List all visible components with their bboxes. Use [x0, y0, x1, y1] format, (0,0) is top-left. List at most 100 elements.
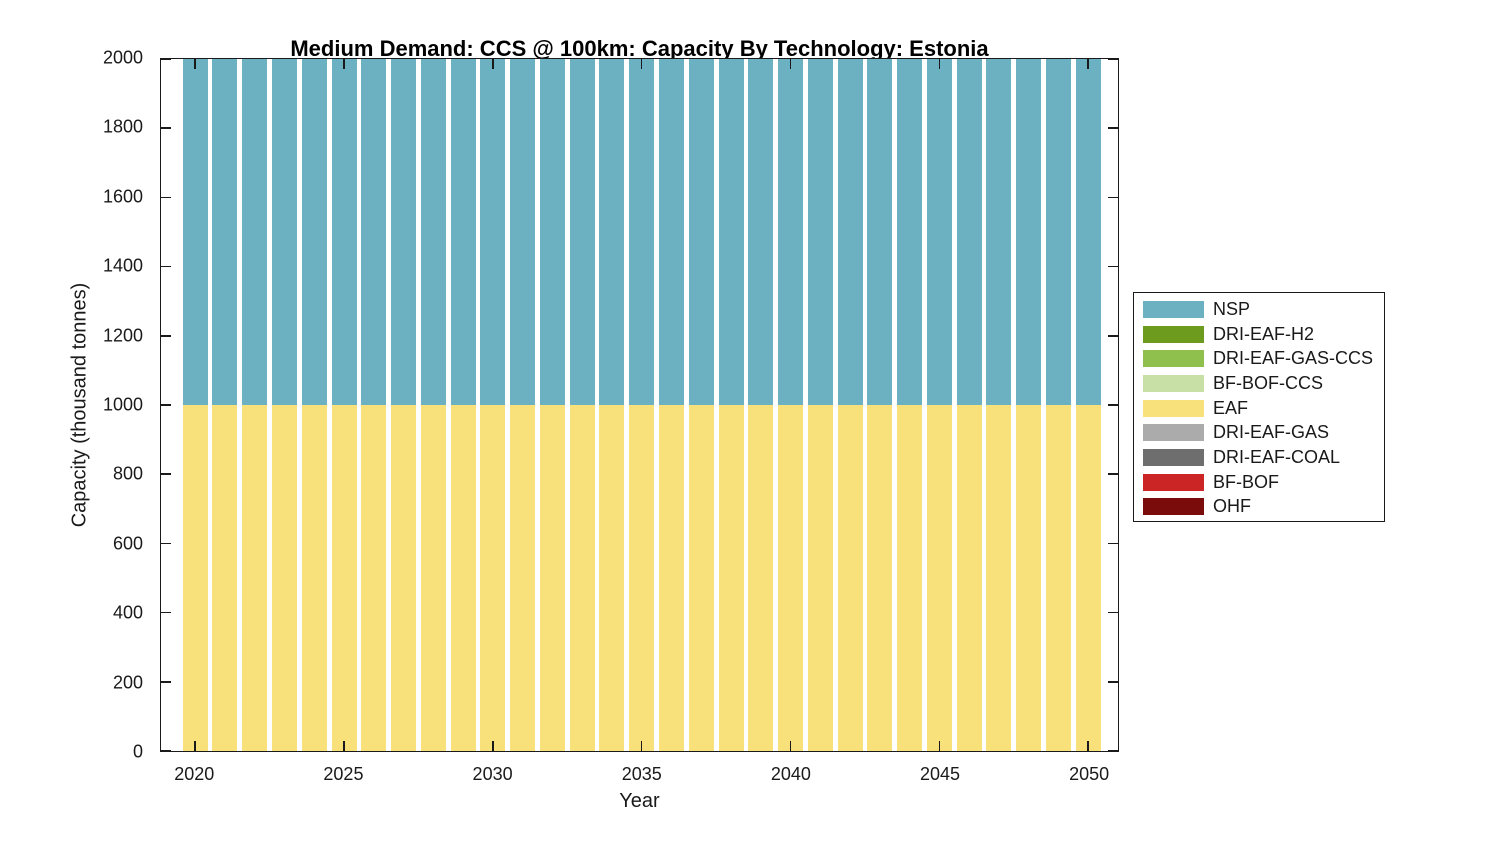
- y-axis-tick: [161, 681, 171, 683]
- y-tick-labels: 0 200 400 600 800 1000 1200 1400 1600 1800 2000: [0, 48, 152, 762]
- bar-segment-eaf: [331, 405, 357, 751]
- bar-segment-nsp: [807, 59, 833, 405]
- bar-segment-nsp: [956, 59, 982, 405]
- x-axis-tick: [343, 741, 345, 751]
- plot-area: [160, 58, 1119, 752]
- bar-segment-eaf: [450, 405, 476, 751]
- y-tick-label: 0: [132, 741, 143, 762]
- bar-segment-eaf: [480, 405, 506, 751]
- x-tick-labels: 2020 2025 2030 2035 2040 2045 2050: [160, 764, 1119, 788]
- bar-segment-nsp: [867, 59, 893, 405]
- bar-segment-nsp: [1045, 59, 1071, 405]
- bar-segment-nsp: [450, 59, 476, 405]
- legend-item-eaf: EAF: [1143, 396, 1384, 421]
- legend-item-bf-bof-ccs: BF-BOF-CCS: [1143, 371, 1384, 396]
- legend-item-dri-eaf-h2: DRI-EAF-H2: [1143, 322, 1384, 347]
- bar-segment-nsp: [718, 59, 744, 405]
- x-tick-label: 2030: [472, 764, 513, 784]
- bar-segment-eaf: [629, 405, 655, 751]
- y-axis-tick: [1108, 542, 1118, 545]
- bar-segment-eaf: [242, 405, 268, 751]
- bar-segment-nsp: [212, 59, 238, 405]
- legend-swatch: [1143, 399, 1204, 417]
- legend-item-dri-eaf-gas-ccs: DRI-EAF-GAS-CCS: [1143, 346, 1384, 371]
- x-axis-tick: [789, 59, 792, 69]
- bar-segment-eaf: [272, 405, 298, 751]
- y-axis-tick: [161, 750, 171, 752]
- bar-segment-eaf: [807, 405, 833, 751]
- bar-segment-nsp: [361, 59, 387, 405]
- y-axis-tick: [1108, 127, 1118, 129]
- legend-swatch: [1143, 424, 1204, 442]
- bar-segment-eaf: [718, 405, 744, 751]
- legend-swatch: [1143, 473, 1204, 491]
- bar-segment-eaf: [182, 405, 208, 751]
- x-axis-tick: [789, 741, 792, 751]
- legend-label: NSP: [1213, 298, 1251, 319]
- bar-segment-eaf: [391, 405, 417, 751]
- bar-segment-nsp: [926, 59, 952, 405]
- y-tick-label: 1000: [102, 394, 143, 415]
- x-axis-tick: [1087, 741, 1089, 751]
- y-axis-tick: [1108, 611, 1118, 614]
- bar-segment-eaf: [212, 405, 238, 751]
- bar-segment-eaf: [897, 405, 923, 751]
- y-axis-tick: [161, 473, 171, 475]
- y-axis-tick: [1108, 681, 1118, 683]
- legend-label: DRI-EAF-COAL: [1213, 446, 1341, 467]
- legend-swatch: [1143, 325, 1204, 343]
- y-tick-label: 1600: [102, 186, 143, 207]
- bar-segment-eaf: [301, 405, 327, 751]
- x-tick-label: 2020: [174, 764, 215, 784]
- bar-segment-nsp: [837, 59, 863, 405]
- legend-swatch: [1143, 350, 1204, 368]
- y-axis-tick: [161, 611, 171, 614]
- bar-segment-nsp: [658, 59, 684, 405]
- legend-item-dri-eaf-coal: DRI-EAF-COAL: [1143, 445, 1384, 470]
- legend-label: OHF: [1213, 496, 1251, 517]
- bar-segment-nsp: [331, 59, 357, 405]
- bar-segment-eaf: [420, 405, 446, 751]
- bar-segment-nsp: [480, 59, 506, 405]
- legend-item-ohf: OHF: [1143, 495, 1384, 520]
- y-axis-tick: [161, 335, 171, 337]
- bar-segment-nsp: [986, 59, 1012, 405]
- legend-swatch: [1143, 300, 1204, 318]
- bar-segment-nsp: [510, 59, 536, 405]
- y-tick-label: 1800: [102, 116, 143, 137]
- bar-segment-eaf: [361, 405, 387, 751]
- bar-segment-nsp: [272, 59, 298, 405]
- y-tick-label: 2000: [102, 47, 143, 68]
- y-axis-tick: [161, 542, 171, 545]
- bar-segment-nsp: [420, 59, 446, 405]
- bar-segment-nsp: [629, 59, 655, 405]
- x-axis-tick: [938, 741, 941, 751]
- bar-segment-eaf: [778, 405, 804, 751]
- bar-segment-nsp: [301, 59, 327, 405]
- legend-swatch: [1143, 374, 1204, 392]
- bar-segment-eaf: [688, 405, 714, 751]
- legend: NSP DRI-EAF-H2 DRI-EAF-GAS-CCS BF-BOF-CCS EA…: [1133, 292, 1385, 522]
- bar-segment-nsp: [1075, 59, 1101, 405]
- y-axis-tick: [1108, 265, 1118, 268]
- bar-segment-nsp: [897, 59, 923, 405]
- legend-label: BF-BOF: [1213, 471, 1279, 492]
- y-tick-label: 600: [112, 533, 143, 554]
- y-tick-label: 400: [112, 602, 143, 623]
- bar-segment-nsp: [688, 59, 714, 405]
- bar-segment-eaf: [569, 405, 595, 751]
- y-axis-tick: [1108, 58, 1118, 60]
- legend-swatch: [1143, 448, 1204, 466]
- y-tick-label: 200: [112, 672, 143, 693]
- x-tick-label: 2040: [770, 764, 811, 784]
- bar-segment-nsp: [569, 59, 595, 405]
- x-axis-tick: [938, 59, 941, 69]
- y-axis-tick: [161, 127, 171, 129]
- x-tick-label: 2045: [919, 764, 961, 784]
- x-axis-tick: [640, 741, 643, 751]
- y-axis-tick: [161, 196, 171, 199]
- x-axis-tick: [492, 59, 494, 69]
- x-axis-tick: [194, 741, 196, 751]
- bar-segment-eaf: [867, 405, 893, 751]
